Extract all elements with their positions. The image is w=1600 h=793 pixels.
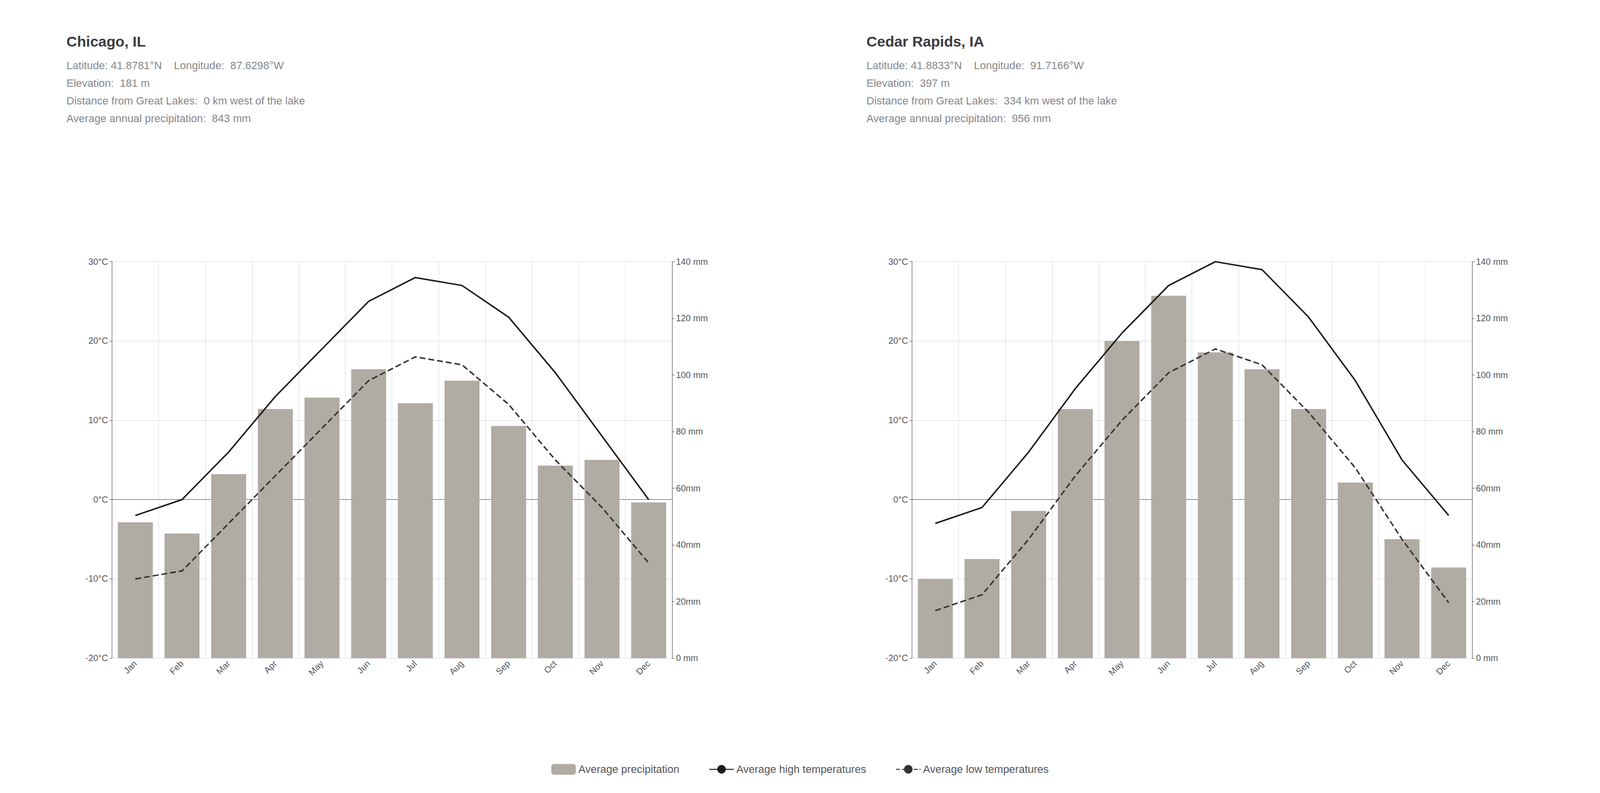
svg-text:Distance from Great Lakes: 33: Distance from Great Lakes: 334 km west o…	[866, 94, 1118, 107]
svg-text:-20°C: -20°C	[85, 652, 108, 663]
svg-text:Oct: Oct	[542, 658, 559, 675]
svg-text:Sep: Sep	[1294, 658, 1313, 677]
svg-text:0°C: 0°C	[893, 494, 908, 505]
svg-text:80 mm: 80 mm	[675, 426, 703, 437]
svg-text:10°C: 10°C	[88, 415, 108, 425]
svg-text:60mm: 60mm	[675, 483, 701, 494]
svg-text:0°C: 0°C	[93, 494, 108, 505]
svg-text:120 mm: 120 mm	[675, 313, 708, 324]
svg-text:-10°C: -10°C	[85, 573, 108, 584]
svg-text:Elevation: 181 m: Elevation: 181 m	[66, 76, 150, 90]
svg-text:Feb: Feb	[967, 658, 986, 676]
svg-text:Oct: Oct	[1342, 658, 1359, 675]
svg-text:Aug: Aug	[1247, 658, 1266, 677]
svg-text:140 mm: 140 mm	[675, 256, 708, 267]
svg-text:Jan: Jan	[122, 658, 140, 676]
svg-text:Average low temperatures: Average low temperatures	[923, 762, 1049, 775]
svg-text:Apr: Apr	[1062, 658, 1079, 675]
svg-text:Sep: Sep	[494, 658, 513, 677]
svg-text:Average high temperatures: Average high temperatures	[736, 762, 867, 775]
svg-text:Latitude: 41.8833°N Longitu: Latitude: 41.8833°N Longitude: 91.7166°W	[866, 59, 1084, 72]
svg-text:Average annual precipitation:: Average annual precipitation: 843 mm	[66, 112, 251, 125]
svg-text:Mar: Mar	[214, 658, 232, 676]
svg-text:Jun: Jun	[355, 658, 373, 676]
svg-text:100 mm: 100 mm	[675, 370, 708, 380]
svg-text:Nov: Nov	[1387, 658, 1406, 677]
svg-text:40mm: 40mm	[675, 539, 701, 550]
svg-text:Nov: Nov	[587, 658, 606, 677]
svg-text:40mm: 40mm	[1475, 539, 1501, 550]
svg-text:Dec: Dec	[1434, 658, 1453, 677]
svg-text:May: May	[306, 658, 326, 677]
svg-text:0 mm: 0 mm	[675, 652, 699, 663]
svg-text:Average annual precipitation:: Average annual precipitation: 956 mm	[866, 112, 1051, 125]
svg-text:20mm: 20mm	[675, 596, 701, 607]
svg-text:Jun: Jun	[1155, 658, 1173, 676]
svg-text:May: May	[1106, 658, 1126, 677]
svg-text:20°C: 20°C	[888, 335, 908, 346]
svg-text:20°C: 20°C	[88, 335, 108, 346]
svg-text:60mm: 60mm	[1475, 483, 1501, 494]
svg-text:Cedar Rapids, IA: Cedar Rapids, IA	[866, 33, 985, 50]
svg-text:80 mm: 80 mm	[1475, 426, 1503, 437]
svg-text:Apr: Apr	[262, 658, 279, 675]
svg-text:20mm: 20mm	[1475, 596, 1501, 607]
svg-text:Jul: Jul	[1203, 658, 1219, 674]
svg-text:Jan: Jan	[922, 658, 940, 676]
svg-text:-10°C: -10°C	[885, 573, 908, 584]
svg-text:Average precipitation: Average precipitation	[578, 762, 680, 775]
svg-text:-20°C: -20°C	[885, 652, 908, 663]
svg-text:Chicago, IL: Chicago, IL	[66, 33, 147, 50]
svg-text:10°C: 10°C	[888, 415, 908, 425]
svg-text:30°C: 30°C	[88, 256, 108, 267]
svg-text:0 mm: 0 mm	[1475, 652, 1499, 663]
svg-text:Mar: Mar	[1014, 658, 1032, 676]
svg-text:Dec: Dec	[634, 658, 653, 677]
svg-text:Feb: Feb	[167, 658, 186, 676]
svg-text:30°C: 30°C	[888, 256, 908, 267]
svg-text:100 mm: 100 mm	[1475, 370, 1508, 380]
svg-text:Distance from Great Lakes: 0: Distance from Great Lakes: 0 km west of …	[66, 94, 306, 107]
svg-text:Jul: Jul	[403, 658, 419, 674]
svg-text:120 mm: 120 mm	[1475, 313, 1508, 324]
svg-text:Elevation: 397 m: Elevation: 397 m	[866, 76, 950, 90]
svg-text:Latitude: 41.8781°N Longitu: Latitude: 41.8781°N Longitude: 87.6298°W	[66, 59, 284, 72]
svg-text:Aug: Aug	[447, 658, 466, 677]
svg-text:140 mm: 140 mm	[1475, 256, 1508, 267]
